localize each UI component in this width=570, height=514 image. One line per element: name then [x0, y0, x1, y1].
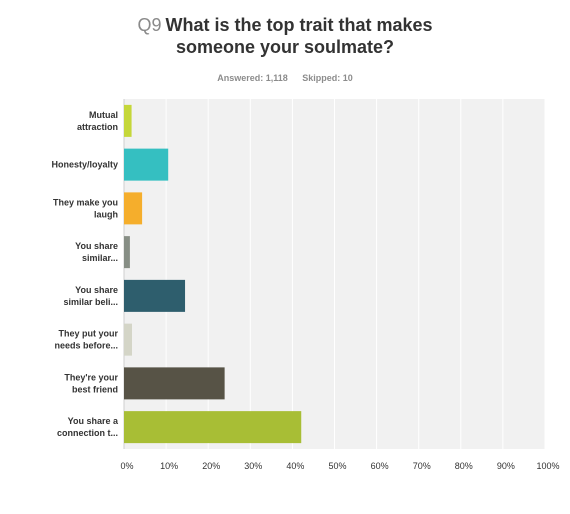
- category-label: Honesty/loyalty: [51, 160, 118, 170]
- tick-labels: 0% 10% 20% 30% 40% 50% 60% 70% 80% 90% 100%: [120, 461, 559, 471]
- bar: [124, 148, 169, 181]
- bar: [124, 367, 225, 400]
- category-label: Mutual attraction: [77, 110, 118, 132]
- bar: [124, 104, 132, 137]
- category-label-line: They're your: [64, 372, 118, 382]
- bar: [124, 192, 143, 225]
- category-label-line: needs before...: [54, 341, 118, 351]
- category-label: They're your best friend: [64, 372, 118, 394]
- category-label: They make you laugh: [53, 197, 118, 219]
- category-label: They put your needs before...: [54, 329, 118, 351]
- skipped-count: Skipped: 10: [302, 73, 353, 83]
- category-label-line: connection t...: [57, 428, 118, 438]
- category-label-line: laugh: [94, 209, 118, 219]
- bar: [124, 323, 132, 356]
- tick-label: 100%: [536, 461, 559, 471]
- bar: [124, 411, 302, 444]
- category-label: You share a connection t...: [57, 416, 119, 438]
- category-label-line: attraction: [77, 122, 118, 132]
- category-label-line: similar...: [82, 253, 118, 263]
- tick-label: 60%: [371, 461, 389, 471]
- answered-count: Answered: 1,118: [217, 73, 288, 83]
- category-labels: Mutual attraction Honesty/loyalty They make…: [51, 110, 119, 438]
- category-label-line: Honesty/loyalty: [51, 160, 118, 170]
- tick-label: 80%: [455, 461, 473, 471]
- question-number: Q9: [137, 15, 162, 35]
- category-label-line: best friend: [72, 384, 118, 394]
- gridlines: [123, 99, 546, 449]
- category-label-line: Mutual: [89, 110, 118, 120]
- category-label-line: You share: [75, 241, 118, 251]
- category-label-line: They put your: [58, 329, 118, 339]
- category-label-line: similar beli...: [63, 297, 118, 307]
- title-line-2: someone your soulmate?: [175, 37, 395, 57]
- tick-label: 10%: [160, 461, 178, 471]
- category-label-line: They make you: [53, 197, 118, 207]
- bar: [124, 279, 186, 312]
- category-label-line: You share: [75, 285, 118, 295]
- tick-label: 0%: [120, 461, 133, 471]
- tick-label: 70%: [413, 461, 431, 471]
- tick-label: 50%: [328, 461, 346, 471]
- category-label: You share similar beli...: [63, 285, 118, 307]
- tick-label: 90%: [497, 461, 515, 471]
- title-line-1: What is the top trait that makes: [165, 15, 433, 35]
- tick-label: 40%: [286, 461, 304, 471]
- response-stats: Answered: 1,118 Skipped: 10: [0, 73, 570, 83]
- tick-label: 20%: [202, 461, 220, 471]
- category-label-line: You share a: [68, 416, 119, 426]
- chart-title: Q9 What is the top trait that makes someo…: [0, 14, 570, 58]
- bar: [124, 236, 130, 269]
- category-label: You share similar...: [75, 241, 118, 263]
- bars: [124, 104, 302, 444]
- tick-label: 30%: [244, 461, 262, 471]
